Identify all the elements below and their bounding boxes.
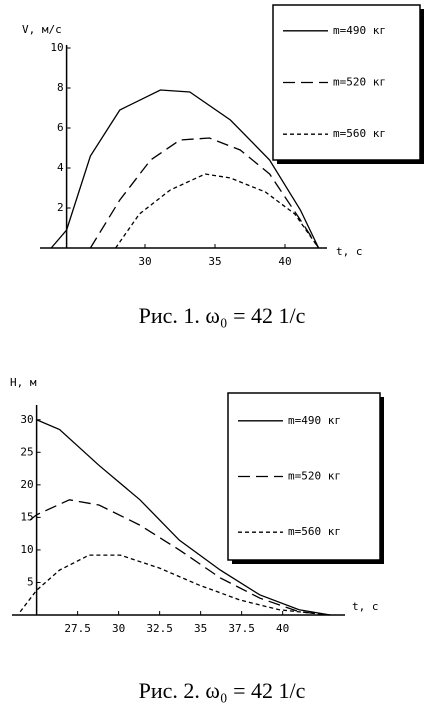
series-line [29,499,331,616]
x-tick-label: 35 [208,255,221,268]
legend-label: m=520 кг [333,76,386,89]
x-tick-label: 30 [112,622,125,635]
y-tick-label: 20 [20,478,33,491]
y-tick-label: 8 [57,81,64,94]
y-axis-label: V, м/с [22,23,62,36]
x-tick-label: 37.5 [228,622,255,635]
y-tick-label: 5 [27,575,34,588]
y-tick-label: 6 [57,121,64,134]
legend-label: m=560 кг [333,127,386,140]
x-axis-label: t, с [352,600,379,613]
x-tick-label: 30 [138,255,151,268]
y-tick-label: 10 [20,543,33,556]
x-axis-label: t, с [336,245,363,258]
y-tick-label: 4 [57,161,64,174]
y-tick-label: 2 [57,201,64,214]
x-tick-label: 40 [278,255,291,268]
series-line [89,137,320,249]
legend-label: m=560 кг [288,525,341,538]
legend-label: m=520 кг [288,470,341,483]
chart: 5 10 15 20 25 30 27.5 30 32.5 35 37.5 40 H, м t, с Рис… [10,376,384,703]
legend-label: m=490 кг [333,24,386,37]
y-tick-label: 25 [20,445,33,458]
x-tick-label: 40 [276,622,289,635]
y-tick-label: 15 [20,510,33,523]
x-tick-label: 27.5 [64,622,91,635]
chart: 2 4 6 8 10 30 35 40 V, м/с t, с Рис. 1. ω₀ = 42 1/… [22,4,424,328]
y-tick-label: 10 [50,41,63,54]
series-line [50,89,320,249]
y-axis-label: H, м [10,376,37,389]
caption: Рис. 1. ω₀ = 42 1/c [139,303,306,328]
legend-label: m=490 кг [288,414,341,427]
series-line [115,173,320,249]
caption: Рис. 2. ω₀ = 42 1/c [139,678,306,703]
y-tick-label: 30 [20,413,33,426]
x-tick-label: 32.5 [146,622,173,635]
series-line [19,554,331,616]
x-tick-label: 35 [194,622,207,635]
series-line [36,419,331,616]
